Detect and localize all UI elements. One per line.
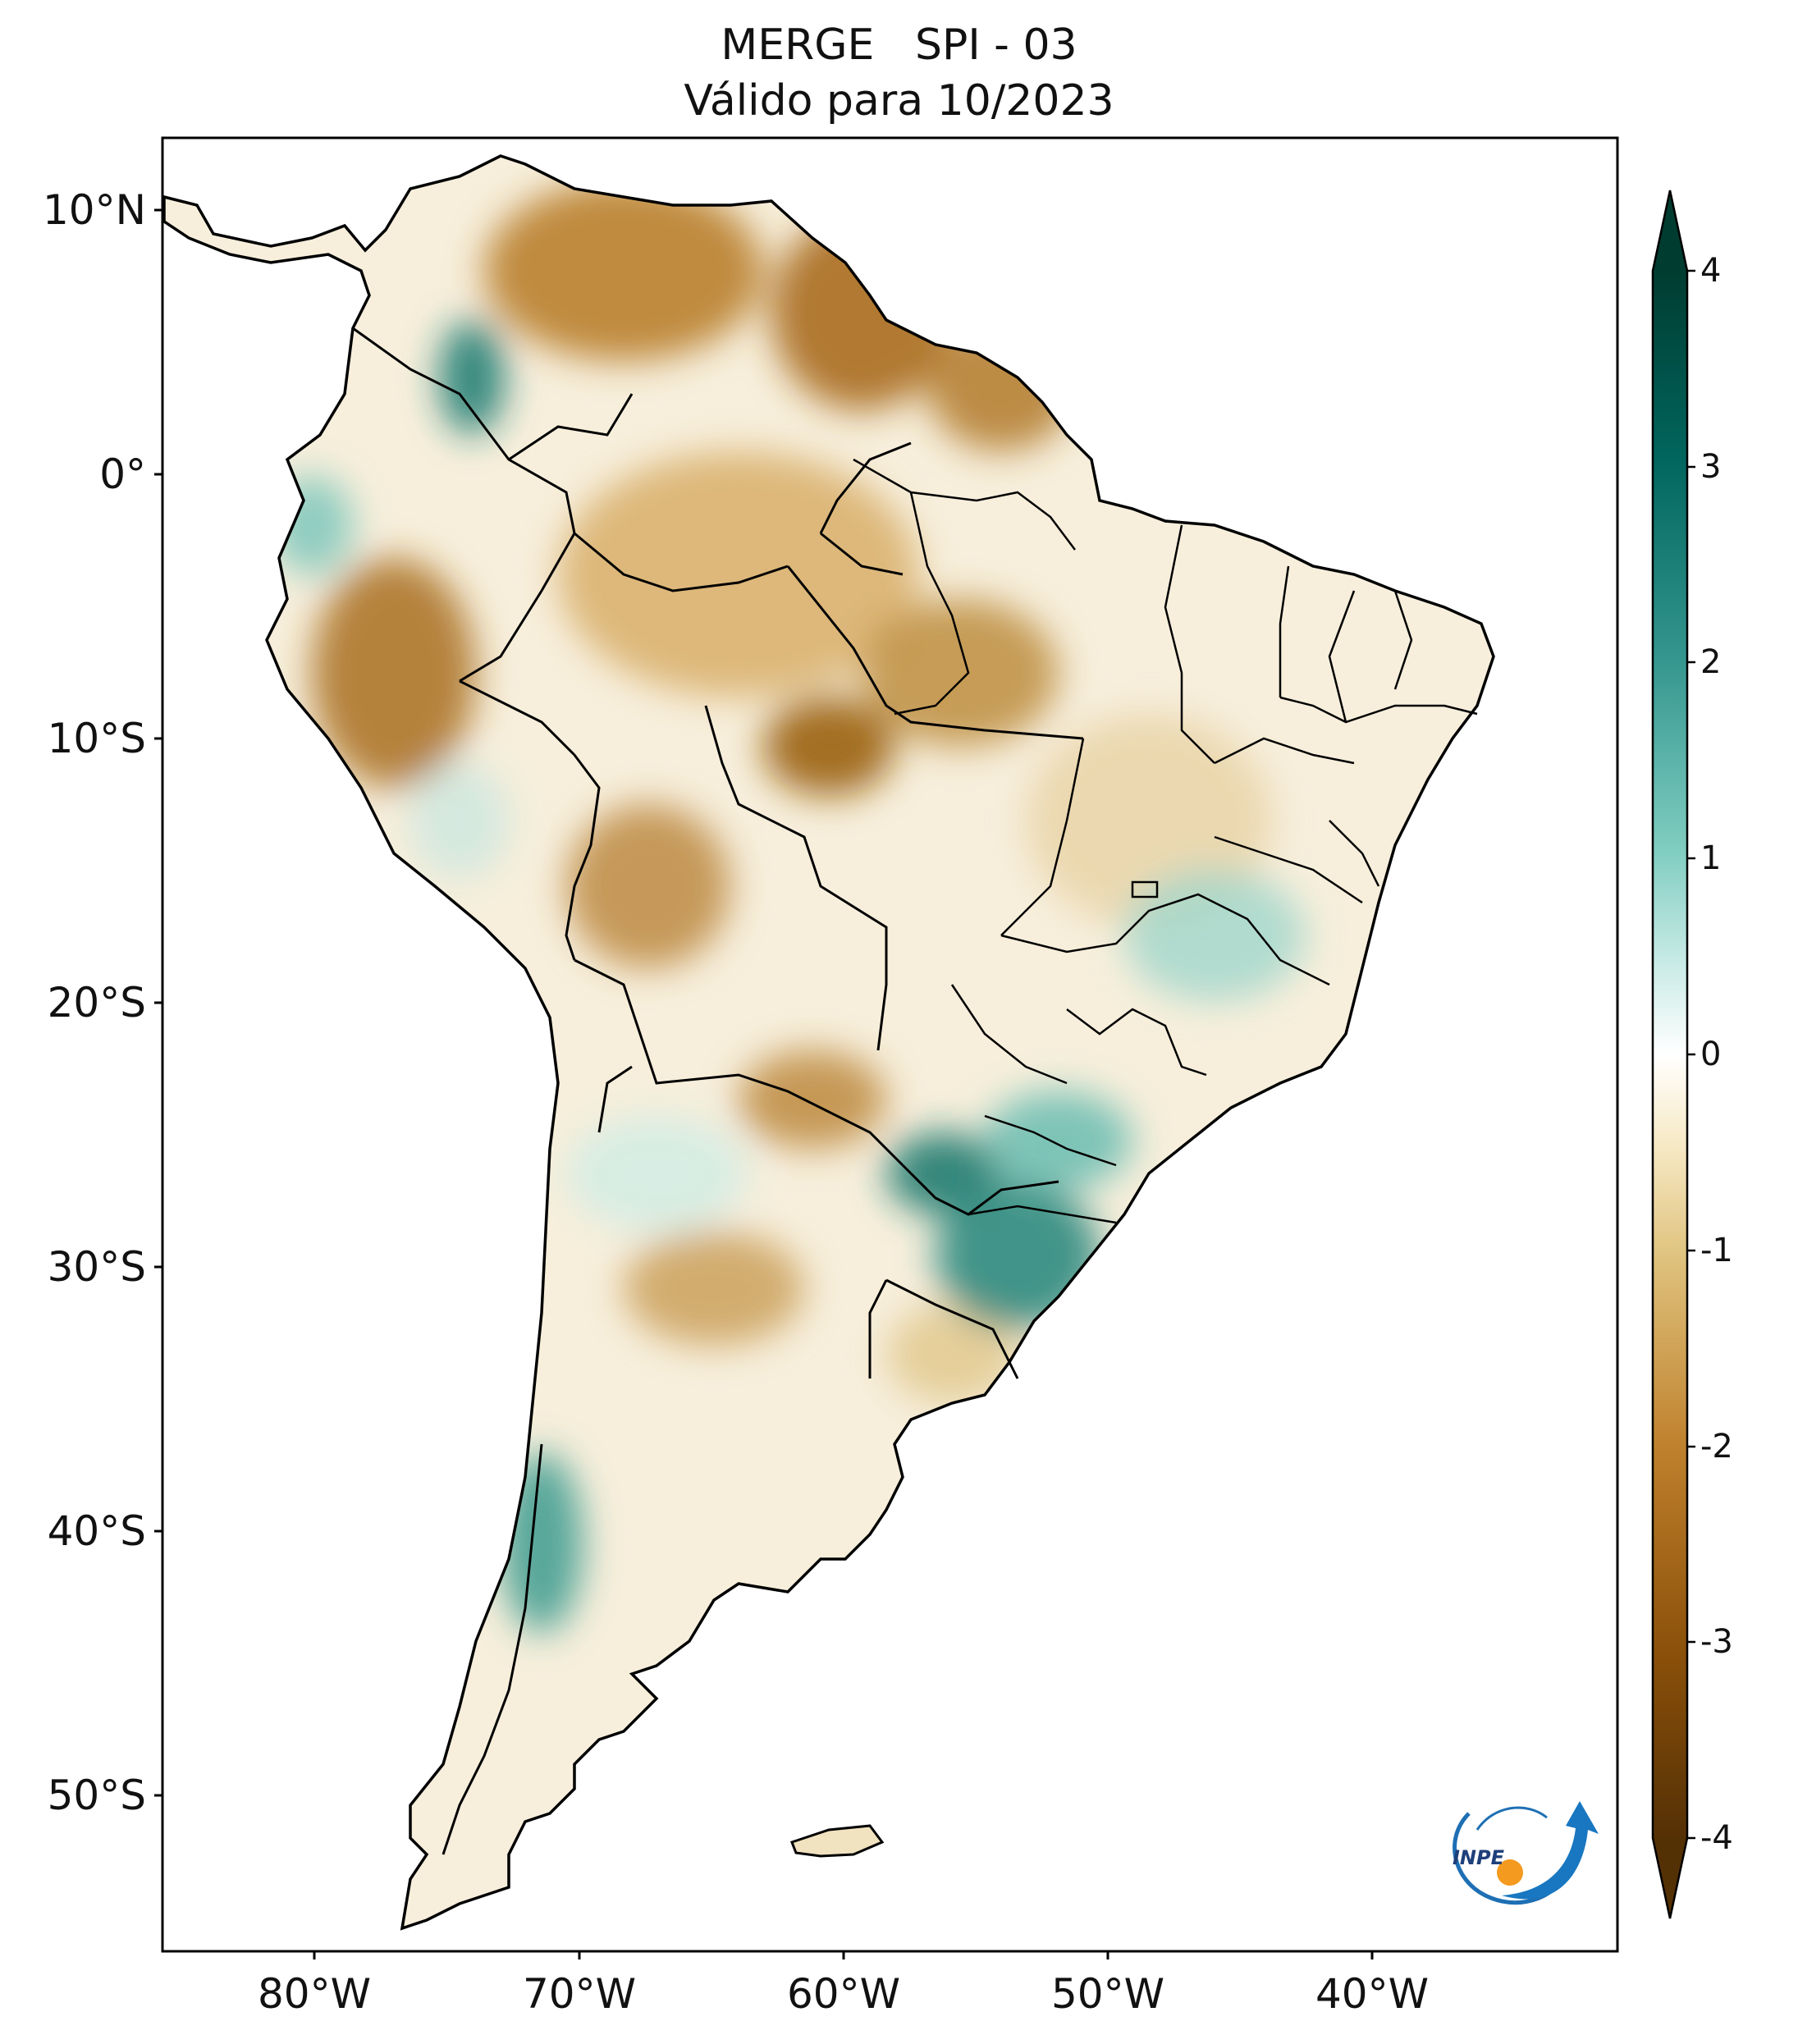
- wet-anomaly-south-peru: [410, 763, 509, 878]
- colorbar-label-minus-4: -4: [1700, 1819, 1733, 1857]
- state-borders: [853, 458, 1478, 1224]
- colorbar-label-minus-2: -2: [1700, 1428, 1733, 1466]
- inpe-logo: [1453, 1801, 1599, 1905]
- lon-label-50w: 50°W: [1050, 1970, 1165, 2018]
- lat-label-50s: 50°S: [47, 1772, 146, 1819]
- wet-anomaly-minas-gerais: [1124, 870, 1305, 1001]
- dry-anomaly-amazonas: [558, 451, 919, 697]
- axis-ticks: [154, 208, 1374, 1959]
- wet-anomaly-rio-grande-do-sul: [936, 1182, 1100, 1329]
- colorbar-label-minus-3: -3: [1700, 1623, 1733, 1661]
- dry-anomaly-uruguay: [886, 1305, 1018, 1403]
- dry-anomaly-peru: [312, 558, 476, 788]
- wet-anomaly-parana: [985, 1091, 1132, 1190]
- spi-field: [164, 156, 1494, 1928]
- colorbar-label-4: 4: [1700, 252, 1722, 290]
- colorbar-lower-extension: [1653, 1838, 1687, 1918]
- colorbar-label-2: 2: [1700, 643, 1722, 681]
- colorbar-upper-extension: [1653, 190, 1687, 271]
- map-subtitle: Válido para 10/2023: [684, 76, 1114, 126]
- dry-anomaly-venezuela: [484, 181, 763, 361]
- colorbar-label-0: 0: [1700, 1036, 1722, 1073]
- dry-anomaly-chaco: [739, 1050, 886, 1149]
- dry-anomaly-bolivia: [566, 804, 730, 968]
- lon-label-70w: 70°W: [522, 1970, 637, 2018]
- dry-anomaly-mato-grosso: [763, 697, 894, 796]
- colorbar-label-minus-1: -1: [1700, 1232, 1733, 1269]
- lon-label-80w: 80°W: [257, 1970, 372, 2018]
- dry-anomaly-para: [862, 599, 1059, 747]
- colorbar: [1651, 190, 1695, 1919]
- dry-anomaly-pampas: [624, 1231, 804, 1346]
- wet-anomaly-north-argentina: [566, 1116, 747, 1231]
- inpe-logo-text: INPE: [1453, 1846, 1504, 1869]
- wet-anomaly-colombia: [439, 320, 505, 435]
- lat-label-20s: 20°S: [47, 979, 146, 1027]
- lat-label-30s: 30°S: [47, 1243, 146, 1291]
- lat-label-0: 0°: [99, 450, 146, 498]
- lat-label-40s: 40°S: [47, 1507, 146, 1555]
- lat-label-10n: 10°N: [42, 186, 146, 234]
- map-title: MERGE SPI - 03: [721, 21, 1077, 70]
- falkland-islands: [790, 1824, 885, 1858]
- lon-label-40w: 40°W: [1315, 1970, 1430, 2018]
- colorbar-label-1: 1: [1700, 839, 1722, 877]
- lon-label-60w: 60°W: [786, 1970, 901, 2018]
- colorbar-label-3: 3: [1700, 448, 1722, 486]
- colorbar-gradient: [1653, 271, 1687, 1838]
- lat-label-10s: 10°S: [47, 715, 146, 762]
